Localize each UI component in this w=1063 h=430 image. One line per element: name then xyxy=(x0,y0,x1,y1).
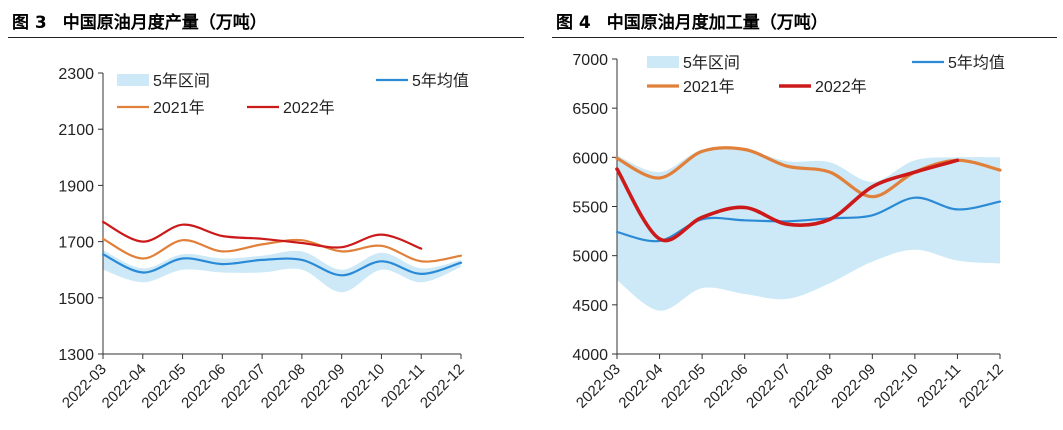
y-tick-label: 4500 xyxy=(572,298,608,315)
legend-label: 5年均值 xyxy=(412,72,469,90)
x-tick-label: 2022-04 xyxy=(615,361,666,412)
y-tick-label: 5000 xyxy=(572,249,608,266)
series-line xyxy=(101,220,423,250)
series-line xyxy=(101,253,463,277)
chart-panel-crude-output: 图 3 中国原油月度产量（万吨） 1300 1500 1700 1900 2100 2300… xyxy=(0,0,530,430)
legend-label: 5年均值 xyxy=(948,54,1005,72)
x-tick-label: 2022-12 xyxy=(956,361,1007,412)
x-tick-label: 2022-06 xyxy=(701,361,752,412)
crude-processing-chart: 40004500500055006000650070002022-032022-… xyxy=(572,52,1007,412)
y-tick-label: 2300 xyxy=(58,66,94,83)
chart-title: 图 3 中国原油月度产量（万吨） xyxy=(12,8,267,33)
range-band xyxy=(103,250,461,293)
series-line xyxy=(615,196,1002,243)
y-tick-label: 1900 xyxy=(58,178,94,195)
x-tick-label: 2022-11 xyxy=(914,361,964,411)
chart-title-text: 中国原油月度加工量（万吨） xyxy=(606,13,828,33)
series-line xyxy=(615,158,960,243)
y-tick-label: 7000 xyxy=(572,52,608,69)
figure-label: 图 4 xyxy=(556,13,591,33)
chart-title-text: 中国原油月度产量（万吨） xyxy=(62,13,267,33)
legend-swatch-band xyxy=(117,74,149,86)
x-tick-label: 2022-10 xyxy=(871,361,922,412)
chart-title: 图 4 中国原油月度加工量（万吨） xyxy=(556,8,828,33)
legend-label: 5年区间 xyxy=(153,72,210,90)
legend-swatch-band xyxy=(647,56,679,68)
legend-label: 2022年 xyxy=(283,99,335,117)
legend-label: 2021年 xyxy=(683,78,735,96)
x-tick-label: 2022-05 xyxy=(658,361,709,412)
legend-label: 2022年 xyxy=(815,78,867,96)
y-tick-label: 1700 xyxy=(58,235,94,252)
legend-label: 2021年 xyxy=(153,99,205,117)
range-band xyxy=(617,147,1000,311)
title-rule xyxy=(8,37,524,38)
y-tick-label: 1500 xyxy=(58,291,94,308)
chart-panel-crude-processing: 图 4 中国原油月度加工量（万吨） 4000 4500 5000 5500 6000 650… xyxy=(544,0,1063,430)
legend-label: 5年区间 xyxy=(683,54,740,72)
x-tick-label: 2022-08 xyxy=(786,361,837,412)
y-tick-label: 2100 xyxy=(58,122,94,139)
crude-output-chart: 1300150017001900210023002022-032022-0420… xyxy=(58,66,469,412)
x-tick-label: 2022-07 xyxy=(743,361,794,412)
title-rule xyxy=(552,37,1057,38)
y-tick-label: 6000 xyxy=(572,150,608,167)
figure-label: 图 3 xyxy=(12,13,47,33)
x-tick-label: 2022-09 xyxy=(828,361,879,412)
y-tick-label: 4000 xyxy=(572,347,608,364)
x-tick-label: 2022-10 xyxy=(337,361,388,412)
x-tick-label: 2022-12 xyxy=(417,361,468,412)
y-tick-label: 5500 xyxy=(572,200,608,217)
x-tick-label: 2022-03 xyxy=(573,361,624,412)
y-tick-label: 1300 xyxy=(58,347,94,364)
series-line xyxy=(615,146,1002,199)
y-tick-label: 6500 xyxy=(572,101,608,118)
